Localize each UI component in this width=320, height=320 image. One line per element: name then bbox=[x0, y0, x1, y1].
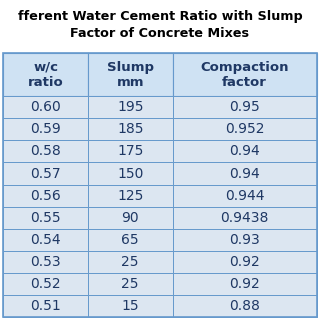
Text: 25: 25 bbox=[122, 277, 139, 291]
Bar bbox=[172, 140, 317, 163]
Bar bbox=[88, 140, 172, 163]
Bar bbox=[88, 207, 172, 228]
Bar bbox=[172, 273, 317, 295]
Text: 150: 150 bbox=[117, 166, 143, 180]
Bar bbox=[3, 273, 88, 295]
Bar bbox=[172, 251, 317, 273]
Text: 0.53: 0.53 bbox=[30, 255, 61, 269]
Text: 0.88: 0.88 bbox=[229, 299, 260, 313]
Text: 0.59: 0.59 bbox=[30, 123, 61, 136]
Text: 0.93: 0.93 bbox=[229, 233, 260, 247]
Bar bbox=[3, 228, 88, 251]
Text: 0.57: 0.57 bbox=[30, 166, 61, 180]
Bar bbox=[88, 273, 172, 295]
Bar bbox=[3, 53, 317, 317]
Text: 0.52: 0.52 bbox=[30, 277, 61, 291]
Text: 0.9438: 0.9438 bbox=[220, 211, 269, 225]
Text: 15: 15 bbox=[121, 299, 139, 313]
Text: Slump
mm: Slump mm bbox=[107, 60, 154, 89]
Bar bbox=[3, 207, 88, 228]
Bar bbox=[172, 53, 317, 96]
Bar bbox=[3, 295, 88, 317]
Text: 0.952: 0.952 bbox=[225, 123, 264, 136]
Bar bbox=[3, 185, 88, 207]
Text: 0.51: 0.51 bbox=[30, 299, 61, 313]
Text: 0.944: 0.944 bbox=[225, 188, 264, 203]
Text: 25: 25 bbox=[122, 255, 139, 269]
Text: 0.55: 0.55 bbox=[30, 211, 61, 225]
Bar bbox=[3, 251, 88, 273]
Bar bbox=[88, 228, 172, 251]
Bar bbox=[3, 96, 88, 118]
Bar bbox=[172, 228, 317, 251]
Bar bbox=[88, 96, 172, 118]
Text: 0.60: 0.60 bbox=[30, 100, 61, 114]
Bar bbox=[172, 96, 317, 118]
Text: w/c
ratio: w/c ratio bbox=[28, 60, 63, 89]
Bar bbox=[88, 185, 172, 207]
Text: Compaction
factor: Compaction factor bbox=[200, 60, 289, 89]
Text: 195: 195 bbox=[117, 100, 143, 114]
Text: 0.94: 0.94 bbox=[229, 166, 260, 180]
Text: 185: 185 bbox=[117, 123, 143, 136]
Text: 0.92: 0.92 bbox=[229, 277, 260, 291]
Bar bbox=[3, 118, 88, 140]
Bar bbox=[88, 295, 172, 317]
Text: 125: 125 bbox=[117, 188, 143, 203]
Bar bbox=[172, 295, 317, 317]
Text: fferent Water Cement Ratio with Slump
Factor of Concrete Mixes: fferent Water Cement Ratio with Slump Fa… bbox=[18, 10, 302, 40]
Text: 0.56: 0.56 bbox=[30, 188, 61, 203]
Text: 175: 175 bbox=[117, 144, 143, 158]
Text: 0.94: 0.94 bbox=[229, 144, 260, 158]
Bar bbox=[3, 163, 88, 185]
Bar bbox=[172, 163, 317, 185]
Bar bbox=[172, 185, 317, 207]
Bar bbox=[3, 140, 88, 163]
Text: 0.58: 0.58 bbox=[30, 144, 61, 158]
Bar bbox=[172, 207, 317, 228]
Bar bbox=[3, 53, 88, 96]
Text: 0.95: 0.95 bbox=[229, 100, 260, 114]
Text: 90: 90 bbox=[121, 211, 139, 225]
Bar bbox=[172, 118, 317, 140]
Text: 0.54: 0.54 bbox=[30, 233, 61, 247]
Text: 65: 65 bbox=[121, 233, 139, 247]
Bar bbox=[88, 251, 172, 273]
Text: 0.92: 0.92 bbox=[229, 255, 260, 269]
Bar bbox=[88, 163, 172, 185]
Bar bbox=[88, 118, 172, 140]
Bar bbox=[88, 53, 172, 96]
